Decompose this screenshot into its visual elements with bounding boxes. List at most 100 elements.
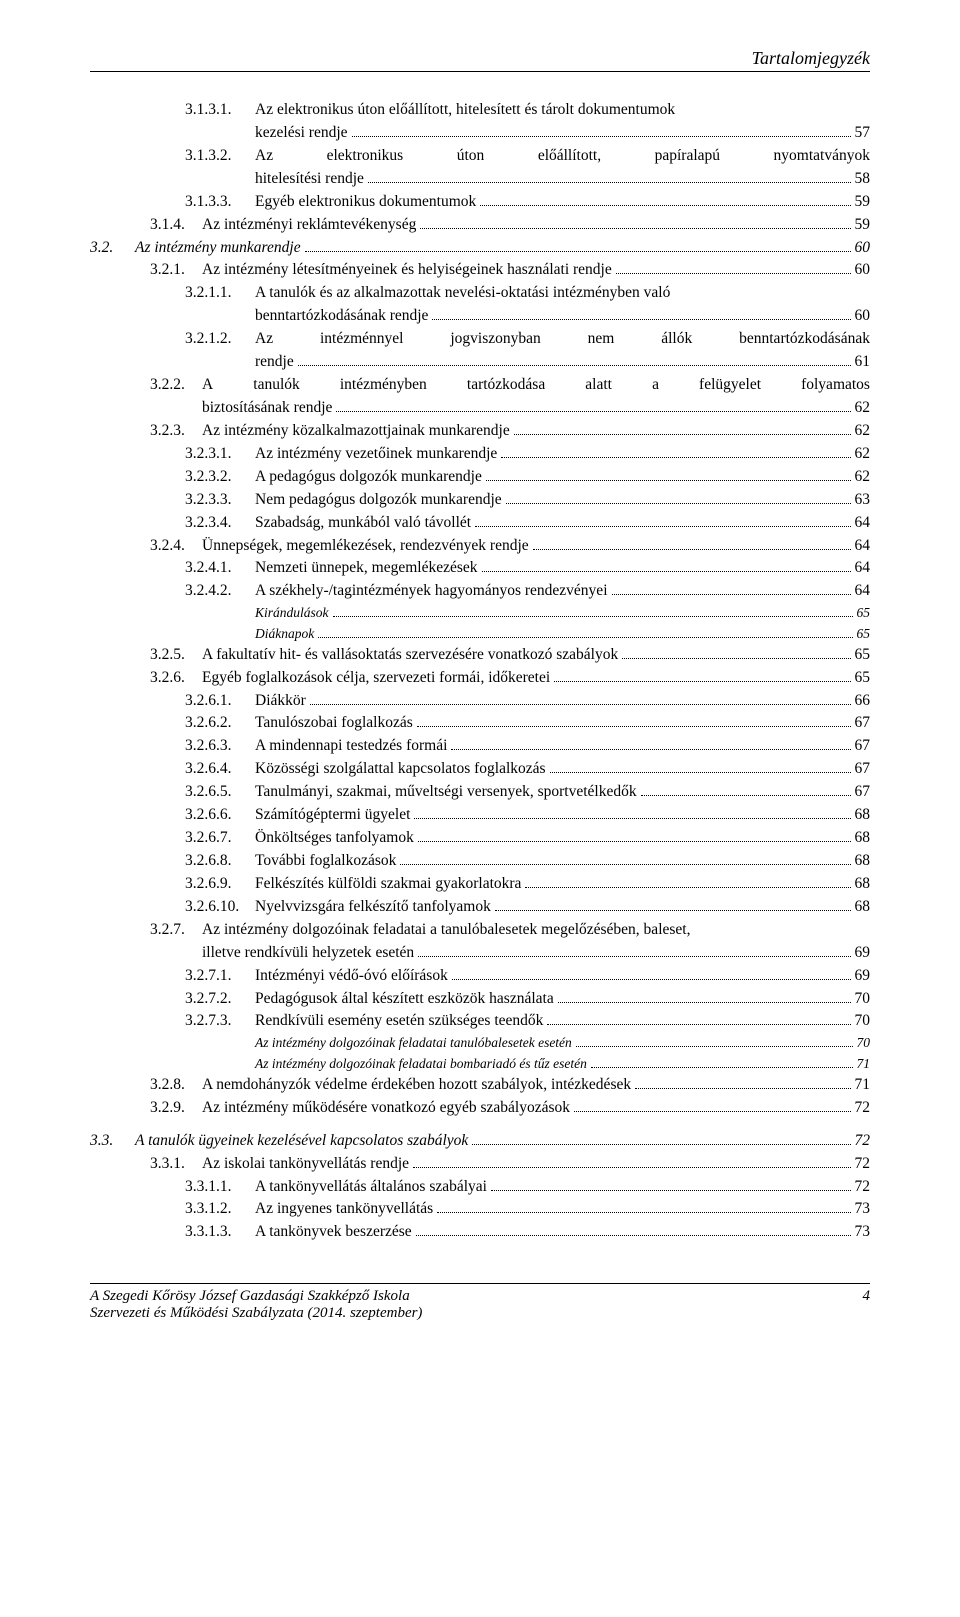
toc-leader <box>475 526 850 527</box>
toc-entry: 3.2.6.10.Nyelvvizsgára felkészítő tanfol… <box>90 897 870 918</box>
toc-label: A tanulók ügyeinek kezelésével kapcsolat… <box>135 1131 468 1152</box>
toc-page: 66 <box>855 691 871 712</box>
toc-page: 70 <box>857 1034 871 1052</box>
toc-page: 60 <box>855 238 871 259</box>
toc-leader <box>336 411 850 412</box>
toc-label: Kirándulások <box>255 604 329 622</box>
toc-page: 62 <box>855 444 871 465</box>
toc-number: 3.2.7.1. <box>185 966 255 987</box>
toc-label: A tanulók és az alkalmazottak nevelési-o… <box>255 283 670 304</box>
toc-leader <box>622 658 850 659</box>
toc-label: Egyéb foglalkozások célja, szervezeti fo… <box>202 668 550 689</box>
toc-page: 65 <box>857 625 871 643</box>
toc-leader <box>635 1088 850 1089</box>
toc-label: Az intézmény létesítményeinek és helyisé… <box>202 260 612 281</box>
toc-number: 3.1.3.3. <box>185 192 255 213</box>
toc-entry: 3.2.6.7.Önköltséges tanfolyamok68 <box>90 828 870 849</box>
toc-number: 3.2.6.2. <box>185 713 255 734</box>
toc-number: 3.2.6.10. <box>185 897 255 918</box>
toc-leader <box>318 637 852 638</box>
toc-entry: 3.2.7.3.Rendkívüli esemény esetén szüksé… <box>90 1011 870 1032</box>
toc-entry-continuation: rendje61 <box>90 352 870 373</box>
toc-leader <box>437 1212 850 1213</box>
toc-leader <box>418 841 851 842</box>
toc-page: 59 <box>855 192 871 213</box>
toc-label: Atanulókintézménybentartózkodásaalattafe… <box>202 375 870 396</box>
toc-number: 3.2.3. <box>150 421 202 442</box>
toc-entry: 3.2.3.4.Szabadság, munkából való távollé… <box>90 513 870 534</box>
toc-leader <box>574 1111 851 1112</box>
toc-entry: 3.3.1.Az iskolai tankönyvellátás rendje7… <box>90 1154 870 1175</box>
footer-title: A Szegedi Kőrösy József Gazdasági Szakké… <box>90 1288 422 1305</box>
toc-leader <box>368 182 851 183</box>
toc-label: Egyéb elektronikus dokumentumok <box>255 192 476 213</box>
toc-label: A fakultatív hit- és vallásoktatás szerv… <box>202 645 618 666</box>
toc-leader <box>525 887 850 888</box>
toc-entry-continuation: kezelési rendje57 <box>90 123 870 144</box>
toc-number: 3.2.4.1. <box>185 558 255 579</box>
toc-label: Nemzeti ünnepek, megemlékezések <box>255 558 478 579</box>
toc-entry: 3.2.3.3.Nem pedagógus dolgozók munkarend… <box>90 490 870 511</box>
toc-page: 62 <box>855 467 871 488</box>
toc-page: 72 <box>855 1154 871 1175</box>
toc-label: A tankönyvek beszerzése <box>255 1222 412 1243</box>
toc-leader <box>554 681 850 682</box>
toc-label: kezelési rendje <box>255 123 348 144</box>
toc-label: Az intézmény dolgozóinak feladatai a tan… <box>202 920 690 941</box>
toc-entry: 3.2.3.2.A pedagógus dolgozók munkarendje… <box>90 467 870 488</box>
toc-page: 59 <box>855 215 871 236</box>
toc-label: Számítógéptermi ügyelet <box>255 805 410 826</box>
toc-leader <box>310 704 851 705</box>
toc-label: A székhely-/tagintézmények hagyományos r… <box>255 581 608 602</box>
toc-container: 3.1.3.1.Az elektronikus úton előállított… <box>90 100 870 1243</box>
toc-label: A tankönyvellátás általános szabályai <box>255 1177 487 1198</box>
toc-label: Pedagógusok által készített eszközök has… <box>255 989 554 1010</box>
toc-number: 3.3.1.2. <box>185 1199 255 1220</box>
toc-number: 3.2.7. <box>150 920 202 941</box>
toc-label: Szabadság, munkából való távollét <box>255 513 471 534</box>
toc-leader <box>495 910 851 911</box>
toc-entry: 3.3.A tanulók ügyeinek kezelésével kapcs… <box>90 1131 870 1152</box>
toc-number: 3.3. <box>90 1131 135 1152</box>
toc-label: Az ingyenes tankönyvellátás <box>255 1199 433 1220</box>
toc-number: 3.2.6. <box>150 668 202 689</box>
toc-number: 3.2.5. <box>150 645 202 666</box>
toc-page: 67 <box>855 736 871 757</box>
toc-page: 69 <box>855 966 871 987</box>
toc-entry: 3.2.1.2.Azintézménnyeljogviszonybannemál… <box>90 329 870 350</box>
toc-label: Az intézmény közalkalmazottjainak munkar… <box>202 421 510 442</box>
toc-leader <box>501 457 850 458</box>
toc-label: illetve rendkívüli helyzetek esetén <box>202 943 414 964</box>
toc-number: 3.2.6.5. <box>185 782 255 803</box>
toc-leader <box>480 205 850 206</box>
toc-number: 3.2.3.2. <box>185 467 255 488</box>
toc-number: 3.2.6.7. <box>185 828 255 849</box>
footer-left: A Szegedi Kőrösy József Gazdasági Szakké… <box>90 1288 422 1322</box>
toc-number: 3.3.1. <box>150 1154 202 1175</box>
toc-page: 64 <box>855 513 871 534</box>
toc-number: 3.2.6.9. <box>185 874 255 895</box>
toc-number: 3.2.4.2. <box>185 581 255 602</box>
toc-page: 73 <box>855 1222 871 1243</box>
toc-number: 3.2.3.3. <box>185 490 255 511</box>
toc-entry: 3.1.4.Az intézményi reklámtevékenység59 <box>90 215 870 236</box>
toc-page: 70 <box>855 1011 871 1032</box>
toc-page: 63 <box>855 490 871 511</box>
toc-number: 3.2.6.6. <box>185 805 255 826</box>
toc-page: 65 <box>855 645 871 666</box>
toc-page: 65 <box>857 604 871 622</box>
toc-leader <box>418 956 850 957</box>
toc-entry: Az intézmény dolgozóinak feladatai tanul… <box>90 1034 870 1052</box>
page-footer: A Szegedi Kőrösy József Gazdasági Szakké… <box>90 1283 870 1322</box>
toc-entry: 3.2.8.A nemdohányzók védelme érdekében h… <box>90 1075 870 1096</box>
toc-entry: 3.2.3.1.Az intézmény vezetőinek munkaren… <box>90 444 870 465</box>
toc-number: 3.2.9. <box>150 1098 202 1119</box>
toc-leader <box>616 273 851 274</box>
toc-entry: 3.2.1.Az intézmény létesítményeinek és h… <box>90 260 870 281</box>
toc-leader <box>413 1167 850 1168</box>
toc-label: Önköltséges tanfolyamok <box>255 828 414 849</box>
toc-leader <box>591 1067 853 1068</box>
toc-page: 72 <box>855 1177 871 1198</box>
toc-number: 3.2.2. <box>150 375 202 396</box>
toc-leader <box>452 979 851 980</box>
